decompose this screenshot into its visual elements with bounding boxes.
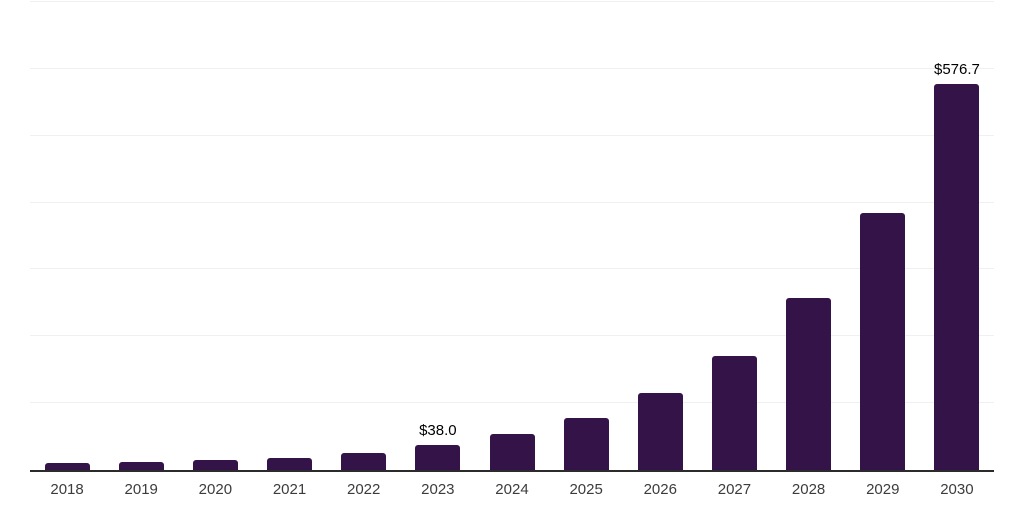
- bar-value-label-2023: $38.0: [419, 421, 457, 439]
- bar-2030: [934, 84, 980, 470]
- bar-2019: [118, 462, 164, 470]
- bar-2024: [489, 434, 535, 470]
- x-tick-2021: 2021: [272, 481, 307, 498]
- gridline-200: [30, 335, 994, 337]
- bar-2023: [415, 444, 461, 470]
- bar-2028: [786, 298, 832, 470]
- x-axis-line: [30, 470, 994, 472]
- plot-area: $38.0 $576.7: [30, 1, 994, 472]
- bar-2029: [860, 213, 906, 470]
- x-axis: 2018 2019 2020 2021 2022 2023 2024 2025 2026 2027…: [30, 481, 994, 501]
- x-tick-2023: 2023: [421, 481, 455, 498]
- gridline-400: [30, 201, 994, 203]
- x-tick-2019: 2019: [124, 481, 158, 498]
- x-tick-2030: 2030: [940, 481, 974, 498]
- bar-value-label-2030: $576.7: [933, 61, 980, 79]
- x-tick-2018: 2018: [50, 481, 84, 498]
- bar-2027: [711, 355, 757, 470]
- gridline-700: [30, 1, 994, 2]
- bar-2021: [267, 458, 313, 470]
- bar-2018: [44, 462, 90, 470]
- bar-2026: [637, 392, 683, 470]
- bar-2022: [341, 453, 387, 470]
- x-tick-2026: 2026: [643, 481, 677, 498]
- gridline-500: [30, 134, 994, 136]
- gridline-600: [30, 67, 994, 69]
- gridline-300: [30, 268, 994, 270]
- x-tick-2028: 2028: [791, 481, 826, 498]
- bar-2020: [192, 460, 238, 470]
- gridline-100: [30, 402, 994, 404]
- x-tick-2022: 2022: [346, 481, 381, 498]
- x-tick-2027: 2027: [717, 481, 752, 498]
- bar-2025: [563, 417, 609, 470]
- x-tick-2020: 2020: [198, 481, 233, 498]
- x-tick-2029: 2029: [866, 481, 900, 498]
- x-tick-2024: 2024: [495, 481, 529, 498]
- x-tick-2025: 2025: [569, 481, 603, 498]
